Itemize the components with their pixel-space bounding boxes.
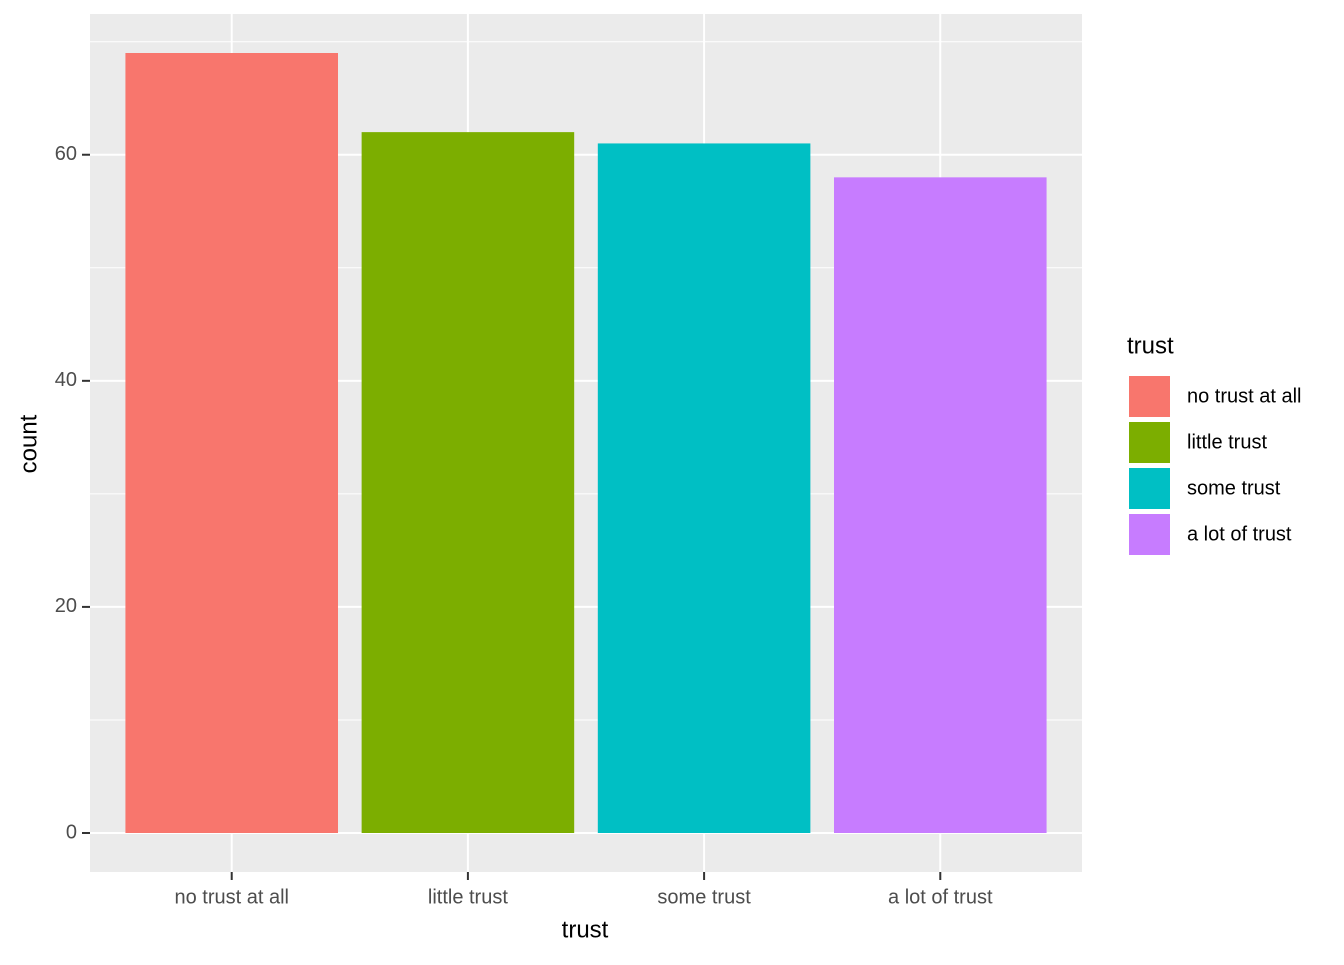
legend-key (1127, 466, 1172, 511)
x-tick-label: some trust (657, 886, 751, 908)
legend-label: no trust at all (1187, 385, 1302, 407)
bar (597, 143, 811, 833)
y-axis-label: count (15, 414, 42, 473)
legend-key (1127, 420, 1172, 465)
legend-label: some trust (1187, 477, 1281, 499)
legend-key (1127, 512, 1172, 557)
y-tick-label: 40 (55, 369, 77, 391)
x-axis-label: trust (562, 916, 609, 943)
y-tick-label: 0 (66, 821, 77, 843)
legend-title: trust (1127, 332, 1174, 359)
bar (834, 177, 1047, 833)
legend-label: little trust (1187, 431, 1267, 453)
legend-key (1127, 374, 1172, 419)
y-tick-label: 20 (55, 595, 77, 617)
legend-label: a lot of trust (1187, 523, 1292, 545)
y-tick-label: 60 (55, 143, 77, 165)
x-tick-label: a lot of trust (888, 886, 993, 908)
bar (125, 53, 338, 833)
bar (361, 132, 575, 833)
x-tick-label: little trust (428, 886, 508, 908)
x-tick-label: no trust at all (174, 886, 289, 908)
